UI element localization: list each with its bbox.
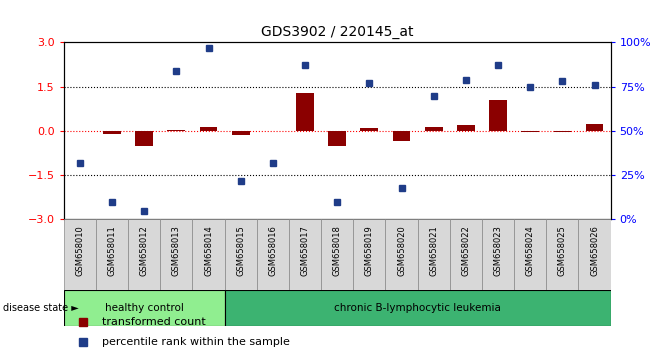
- Bar: [546, 219, 578, 290]
- Text: GSM658016: GSM658016: [268, 225, 277, 276]
- Bar: [425, 127, 443, 131]
- Bar: [578, 219, 611, 290]
- Text: GSM658026: GSM658026: [590, 225, 599, 276]
- Text: chronic B-lymphocytic leukemia: chronic B-lymphocytic leukemia: [334, 303, 501, 313]
- Bar: [160, 219, 193, 290]
- Bar: [128, 219, 160, 290]
- Title: GDS3902 / 220145_at: GDS3902 / 220145_at: [261, 25, 413, 39]
- Bar: [328, 131, 346, 146]
- Bar: [136, 131, 153, 146]
- Bar: [385, 219, 417, 290]
- Bar: [586, 125, 603, 131]
- Bar: [103, 131, 121, 134]
- Text: GSM658010: GSM658010: [75, 225, 85, 276]
- Text: GSM658018: GSM658018: [333, 225, 342, 276]
- Bar: [321, 219, 353, 290]
- Bar: [257, 219, 289, 290]
- Bar: [200, 127, 217, 131]
- Text: GSM658013: GSM658013: [172, 225, 181, 276]
- Text: GSM658025: GSM658025: [558, 225, 567, 276]
- Text: GSM658015: GSM658015: [236, 225, 245, 276]
- Text: GSM658020: GSM658020: [397, 225, 406, 276]
- Text: GSM658023: GSM658023: [493, 225, 503, 276]
- Bar: [417, 219, 450, 290]
- Bar: [225, 219, 257, 290]
- Bar: [296, 93, 314, 131]
- Bar: [521, 131, 539, 132]
- Bar: [554, 131, 571, 132]
- Bar: [393, 131, 411, 141]
- Bar: [514, 219, 546, 290]
- Bar: [489, 100, 507, 131]
- Text: GSM658012: GSM658012: [140, 225, 149, 276]
- Text: GSM658017: GSM658017: [301, 225, 309, 276]
- Text: GSM658011: GSM658011: [107, 225, 117, 276]
- Bar: [353, 219, 385, 290]
- Text: transformed count: transformed count: [102, 317, 205, 327]
- Bar: [289, 219, 321, 290]
- Bar: [64, 219, 96, 290]
- Text: GSM658019: GSM658019: [365, 225, 374, 276]
- Bar: [450, 219, 482, 290]
- Text: GSM658021: GSM658021: [429, 225, 438, 276]
- Text: disease state ►: disease state ►: [3, 303, 79, 313]
- Text: GSM658024: GSM658024: [525, 225, 535, 276]
- Bar: [64, 290, 225, 326]
- Text: healthy control: healthy control: [105, 303, 184, 313]
- Text: GSM658022: GSM658022: [462, 225, 470, 276]
- Bar: [168, 130, 185, 131]
- Bar: [231, 131, 250, 135]
- Bar: [360, 128, 378, 131]
- Bar: [225, 290, 611, 326]
- Bar: [193, 219, 225, 290]
- Bar: [457, 125, 474, 131]
- Text: GSM658014: GSM658014: [204, 225, 213, 276]
- Bar: [482, 219, 514, 290]
- Text: percentile rank within the sample: percentile rank within the sample: [102, 337, 290, 348]
- Bar: [96, 219, 128, 290]
